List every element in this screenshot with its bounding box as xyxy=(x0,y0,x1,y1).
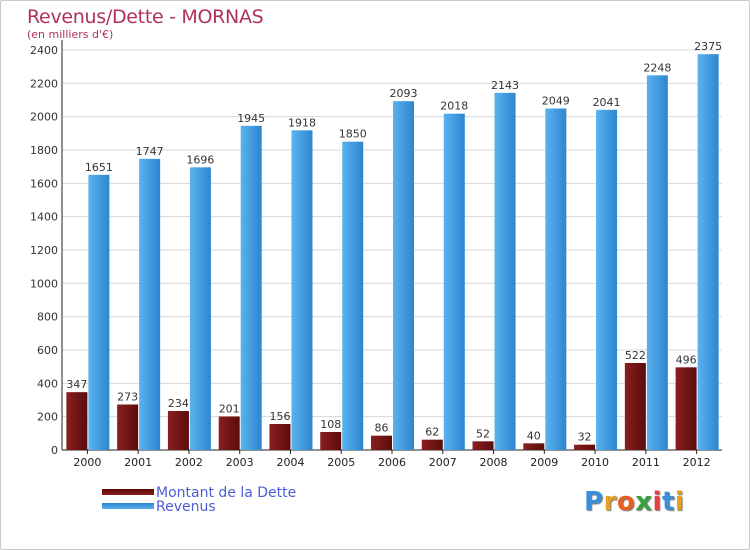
bar-dette-2009 xyxy=(523,443,545,450)
x-tick-label: 2005 xyxy=(327,456,355,469)
data-label-revenus-2005: 1850 xyxy=(339,128,367,141)
y-tick-label: 1000 xyxy=(30,277,58,290)
y-tick-label: 600 xyxy=(37,344,58,357)
x-tick-label: 2002 xyxy=(175,456,203,469)
data-label-revenus-2006: 2093 xyxy=(390,87,418,100)
data-label-dette-2001: 273 xyxy=(117,391,138,404)
logo-letter: o xyxy=(616,487,636,517)
x-tick-label: 2000 xyxy=(73,456,101,469)
logo-letter: i xyxy=(674,487,685,517)
y-tick-label: 800 xyxy=(37,311,58,324)
x-tick-label: 2008 xyxy=(480,456,508,469)
bar-revenus-2000 xyxy=(88,174,110,451)
y-tick-label: 2400 xyxy=(30,44,58,57)
x-tick-label: 2009 xyxy=(530,456,558,469)
bar-dette-2002 xyxy=(167,411,189,450)
x-tick-label: 2003 xyxy=(226,456,254,469)
bar-revenus-2002 xyxy=(189,167,211,451)
y-tick-label: 1400 xyxy=(30,211,58,224)
data-label-dette-2003: 201 xyxy=(219,403,240,416)
y-tick-label: 1200 xyxy=(30,244,58,257)
y-tick-label: 1600 xyxy=(30,177,58,190)
bar-revenus-2008 xyxy=(494,92,516,450)
y-tick-label: 200 xyxy=(37,411,58,424)
bar-dette-2011 xyxy=(624,363,646,450)
data-label-revenus-2000: 1651 xyxy=(85,161,113,174)
bar-dette-2005 xyxy=(320,432,342,450)
data-label-dette-2002: 234 xyxy=(168,397,189,410)
data-label-dette-2005: 108 xyxy=(320,418,341,431)
chart-title: Revenus/Dette - MORNAS xyxy=(27,6,264,28)
legend-item-revenus: Revenus xyxy=(102,499,216,517)
logo-letter: x xyxy=(635,487,653,517)
bar-dette-2003 xyxy=(218,416,240,450)
data-label-revenus-2011: 2248 xyxy=(643,61,671,74)
legend-label-revenus: Revenus xyxy=(156,499,216,515)
bar-dette-2004 xyxy=(269,424,291,450)
x-tick-label: 2011 xyxy=(632,456,660,469)
data-label-revenus-2010: 2041 xyxy=(593,96,621,109)
legend-swatch-revenus xyxy=(102,503,154,509)
x-tick-label: 2006 xyxy=(378,456,406,469)
bar-revenus-2001 xyxy=(139,158,161,451)
legend-item-dette: Montant de la Dette xyxy=(102,485,297,503)
bar-revenus-2004 xyxy=(291,130,313,451)
proxiti-logo: Proxiti xyxy=(584,487,684,517)
bar-dette-2006 xyxy=(371,435,392,450)
x-tick-label: 2012 xyxy=(683,456,711,469)
y-tick-label: 2000 xyxy=(30,111,58,124)
data-label-revenus-2001: 1747 xyxy=(136,145,164,158)
y-tick-label: 0 xyxy=(51,444,58,457)
bar-dette-2012 xyxy=(675,367,697,450)
y-tick-label: 400 xyxy=(37,377,58,390)
bar-revenus-2003 xyxy=(240,125,262,450)
bar-revenus-2012 xyxy=(697,54,719,451)
chart-subtitle: (en milliers d'€) xyxy=(27,28,114,41)
data-label-revenus-2008: 2143 xyxy=(491,79,519,92)
bar-dette-2001 xyxy=(117,404,139,450)
logo-letter: i xyxy=(652,487,662,517)
data-label-dette-2000: 347 xyxy=(66,378,87,391)
data-label-dette-2012: 496 xyxy=(676,353,697,366)
data-label-dette-2006: 86 xyxy=(375,422,389,435)
bar-dette-2008 xyxy=(472,441,494,450)
data-label-dette-2010: 32 xyxy=(578,431,592,444)
bar-dette-2007 xyxy=(421,439,443,450)
bar-dette-2010 xyxy=(574,444,596,450)
bar-revenus-2006 xyxy=(393,101,414,451)
logo-letter: r xyxy=(603,487,617,517)
bar-revenus-2009 xyxy=(545,108,567,450)
data-label-dette-2011: 522 xyxy=(625,349,646,362)
data-label-dette-2009: 40 xyxy=(527,429,541,442)
data-label-dette-2008: 52 xyxy=(476,427,490,440)
bar-dette-2000 xyxy=(66,392,88,450)
bar-revenus-2007 xyxy=(443,113,465,451)
bar-revenus-2010 xyxy=(596,109,618,450)
data-label-revenus-2004: 1918 xyxy=(288,116,316,129)
data-label-revenus-2002: 1696 xyxy=(186,153,214,166)
y-tick-label: 2200 xyxy=(30,77,58,90)
x-tick-label: 2007 xyxy=(429,456,457,469)
legend-swatch-dette xyxy=(102,489,154,495)
bar-revenus-2011 xyxy=(646,75,668,450)
x-tick-label: 2010 xyxy=(581,456,609,469)
data-label-revenus-2007: 2018 xyxy=(440,100,468,113)
logo-letter: P xyxy=(584,487,604,517)
data-label-revenus-2003: 1945 xyxy=(237,112,265,125)
plot-area xyxy=(62,40,722,450)
x-tick-label: 2001 xyxy=(124,456,152,469)
bar-revenus-2005 xyxy=(342,141,364,450)
x-tick-label: 2004 xyxy=(276,456,304,469)
data-label-revenus-2012: 2375 xyxy=(694,40,722,53)
data-label-dette-2007: 62 xyxy=(425,426,439,439)
data-label-revenus-2009: 2049 xyxy=(542,95,570,108)
y-tick-label: 1800 xyxy=(30,144,58,157)
legend-label-dette: Montant de la Dette xyxy=(156,485,297,501)
logo-letter: t xyxy=(661,487,675,517)
data-label-dette-2004: 156 xyxy=(269,410,290,423)
